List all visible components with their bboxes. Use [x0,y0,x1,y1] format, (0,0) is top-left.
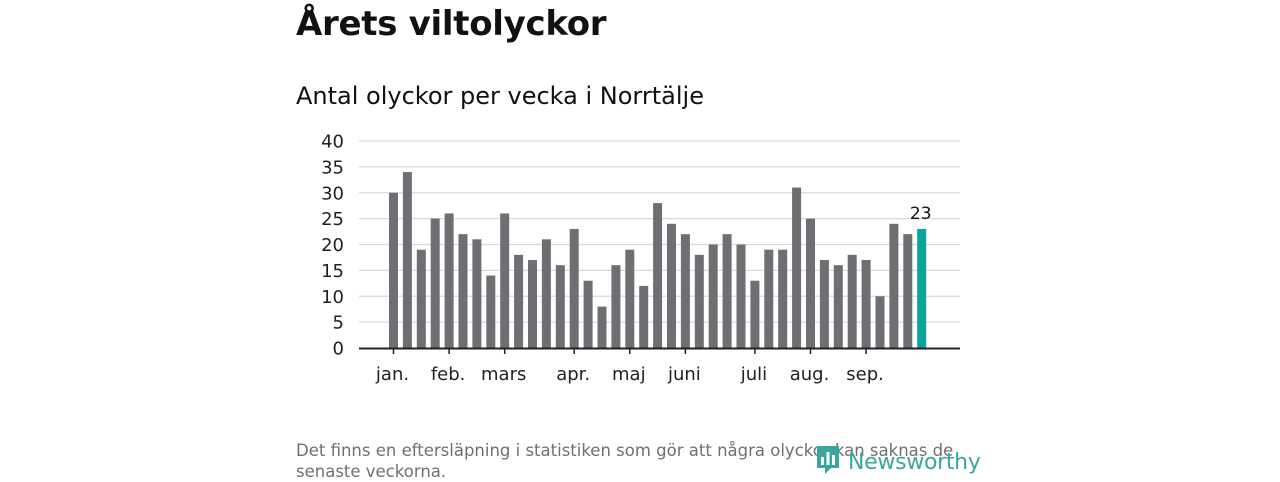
footnote: Det finns en eftersläpning i statistiken… [296,441,954,481]
bar-current-week [917,228,927,348]
bar [694,254,704,348]
x-tick-label: feb. [431,364,466,385]
y-tick-label: 35 [321,157,344,178]
bar [486,275,496,348]
bars [389,172,927,348]
data-label: 23 [910,204,932,224]
y-tick-label: 0 [333,339,344,360]
bar [541,239,551,348]
bar [764,249,774,348]
bar [680,234,690,348]
bar [402,172,412,348]
x-tick-label: mars [481,364,526,385]
x-axis: jan. feb. mars apr. maj juni juli aug. sep. [359,347,960,385]
bar [875,296,885,348]
bar [528,260,537,348]
y-tick-label: 40 [321,132,344,153]
x-tick-label: jan. [375,364,409,385]
bar [750,280,760,348]
bar [416,249,426,348]
bar [903,234,913,348]
bar [722,234,732,348]
bar [639,285,649,348]
chart-title: Årets viltolyckor [296,4,607,44]
y-tick-label: 25 [321,209,344,230]
bar [597,306,607,348]
y-tick-label: 5 [333,313,344,334]
bar [806,218,815,348]
bar [514,254,524,348]
bar [500,213,510,348]
y-axis-tick-labels: 0 5 10 15 20 25 30 35 40 [321,132,344,360]
bar [625,249,635,348]
data-labels: 23 [910,204,932,224]
bar [472,239,482,348]
bar [653,203,663,348]
bar [569,228,579,348]
bar [555,265,565,348]
brand-name: Newsworthy [848,449,981,475]
newsworthy-logo-icon [814,443,842,481]
bar [667,223,676,348]
bar [819,260,829,348]
bar [847,254,857,348]
x-tick-label: apr. [556,364,590,385]
chart-subtitle: Antal olyckor per vecka i Norrtälje [296,82,704,110]
bar [833,265,843,348]
x-tick-label: juli [740,364,767,385]
bar [583,280,593,348]
y-tick-label: 30 [321,183,344,204]
bar [611,265,621,348]
y-tick-label: 20 [321,235,344,256]
y-tick-label: 15 [321,261,344,282]
x-tick-label: maj [612,364,646,385]
x-tick-label: sep. [846,364,884,385]
x-tick-label: juni [667,364,701,385]
bar [736,244,746,348]
bar [792,187,802,348]
x-tick-label: aug. [790,364,830,385]
bar [458,234,468,348]
bar [389,192,398,348]
bar [444,213,454,348]
bar [430,218,440,348]
newsworthy-logo: Newsworthy [814,444,981,480]
bar [708,244,718,348]
bar [778,249,788,348]
y-tick-label: 10 [321,287,344,308]
bar [861,260,871,348]
bar [889,223,899,348]
